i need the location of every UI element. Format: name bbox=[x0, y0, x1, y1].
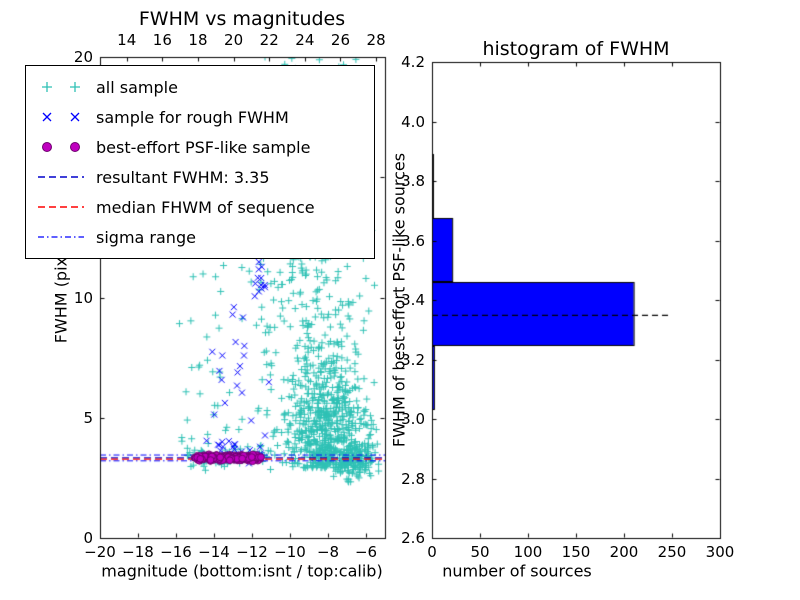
tick-label: 18 bbox=[188, 31, 208, 49]
legend-entry-label: best-effort PSF-like sample bbox=[96, 137, 311, 157]
tick-label: 20 bbox=[224, 31, 244, 49]
tick-label: 3.4 bbox=[401, 291, 425, 309]
legend-entry-label: sample for rough FWHM bbox=[96, 107, 289, 127]
tick-label: −10 bbox=[274, 543, 306, 561]
tick-label: 3.0 bbox=[401, 410, 425, 428]
tick-label: 10 bbox=[73, 288, 93, 307]
legend-entry-label: median FHWM of sequence bbox=[96, 197, 315, 217]
tick-label: 0 bbox=[427, 543, 437, 561]
right-plot-title: histogram of FWHM bbox=[482, 38, 670, 60]
legend-entry-label: all sample bbox=[96, 77, 178, 97]
legend-marker-dashed-line bbox=[38, 206, 84, 208]
left-y-axis-label: FWHM (pix) bbox=[51, 250, 71, 344]
legend-marker-dashed-line bbox=[38, 176, 84, 178]
tick-label: 20 bbox=[73, 48, 93, 66]
legend-entry: all sample bbox=[36, 72, 364, 102]
tick-label: 4.2 bbox=[401, 53, 425, 71]
legend-entry-label: resultant FWHM: 3.35 bbox=[96, 167, 270, 187]
legend-entry: sigma range bbox=[36, 222, 364, 252]
tick-label: 22 bbox=[259, 31, 279, 49]
tick-label: 250 bbox=[657, 543, 687, 561]
tick-label: 50 bbox=[470, 543, 490, 561]
tick-label: 5 bbox=[83, 408, 93, 427]
tick-label: −12 bbox=[236, 543, 268, 561]
legend: all sample sample for rough FWHM best-effo… bbox=[25, 65, 375, 259]
tick-label: 16 bbox=[152, 31, 172, 49]
tick-label: −18 bbox=[122, 543, 154, 561]
legend-entry: resultant FWHM: 3.35 bbox=[36, 162, 364, 192]
tick-label: 4.0 bbox=[401, 112, 425, 131]
left-x-axis-label: magnitude (bottom:isnt / top:calib) bbox=[101, 561, 383, 581]
tick-label: −8 bbox=[316, 543, 340, 561]
tick-label: −16 bbox=[160, 543, 192, 561]
legend-marker-plus bbox=[42, 82, 80, 92]
left-plot-title: FWHM vs magnitudes bbox=[138, 8, 346, 30]
tick-label: 200 bbox=[609, 543, 639, 561]
tick-label: 3.6 bbox=[401, 231, 425, 250]
legend-entry-label: sigma range bbox=[96, 227, 196, 247]
tick-label: 300 bbox=[705, 543, 735, 561]
tick-label: 3.2 bbox=[401, 350, 425, 369]
tick-label: 2.8 bbox=[401, 469, 425, 488]
tick-label: 0 bbox=[83, 529, 93, 547]
tick-label: −6 bbox=[354, 543, 378, 561]
legend-marker-x bbox=[42, 112, 80, 122]
tick-label: 3.8 bbox=[401, 172, 425, 190]
legend-marker-dashdot-line bbox=[38, 236, 84, 238]
tick-label: 14 bbox=[117, 31, 137, 49]
tick-label: −14 bbox=[198, 543, 230, 561]
legend-marker-circle bbox=[42, 142, 80, 152]
legend-entry: median FHWM of sequence bbox=[36, 192, 364, 222]
tick-label: 28 bbox=[366, 31, 386, 49]
tick-label: 24 bbox=[295, 31, 315, 49]
tick-label: 26 bbox=[330, 31, 351, 49]
tick-label: 150 bbox=[561, 543, 591, 561]
right-x-axis-label: number of sources bbox=[442, 561, 592, 581]
tick-label: 2.6 bbox=[401, 529, 425, 547]
tick-label: 100 bbox=[513, 543, 543, 561]
legend-entry: best-effort PSF-like sample bbox=[36, 132, 364, 162]
legend-entry: sample for rough FWHM bbox=[36, 102, 364, 132]
tick-label: −20 bbox=[84, 543, 116, 561]
